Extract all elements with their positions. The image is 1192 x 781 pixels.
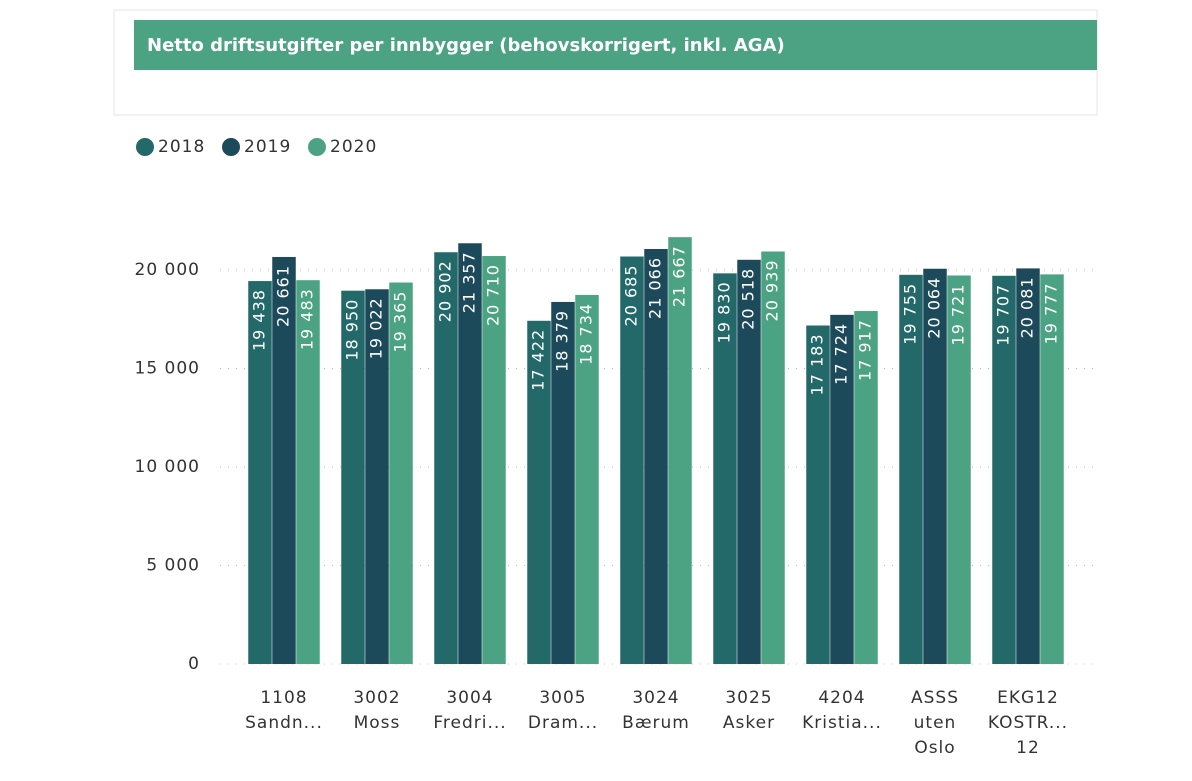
y-tick-label: 15 000 [135,359,200,379]
bar [365,289,389,664]
x-tick-label: Moss [354,713,401,733]
data-label: 17 422 [529,329,548,391]
x-tick-label: uten [914,713,957,733]
x-tick-label: Sandn... [245,713,323,733]
legend-swatch [222,138,240,156]
data-label: 19 830 [715,281,734,343]
data-label: 19 777 [1042,282,1061,344]
data-label: 21 667 [670,245,689,307]
x-tick-label: EKG12 [997,688,1059,708]
legend-swatch [308,138,326,156]
bar [806,325,830,664]
bar [1040,274,1064,664]
bar [482,256,506,664]
chart-title: Netto driftsutgifter per innbygger (beho… [147,35,785,56]
title-bar [134,20,1097,70]
bar [761,251,785,664]
data-label: 19 365 [391,291,410,353]
x-tick-label: KOSTR... [988,713,1068,733]
x-tick-label: Dram... [528,713,598,733]
bar [272,256,296,664]
bar [434,252,458,665]
data-label: 17 724 [832,323,851,385]
data-label: 18 950 [343,299,362,361]
bar [1016,268,1040,664]
bar [551,301,575,664]
x-tick-label: Oslo [914,738,955,758]
legend-swatch [136,138,154,156]
bar [668,237,692,664]
x-tick-label: Kristia... [802,713,882,733]
data-label: 21 066 [646,257,665,319]
x-tick-label: 12 [1016,738,1040,758]
x-tick-label: Bærum [622,713,690,733]
x-tick-label: Asker [723,713,775,733]
data-label: 18 379 [553,310,572,372]
data-label: 17 917 [856,319,875,381]
data-label: 20 902 [436,260,455,322]
y-tick-label: 20 000 [135,260,200,280]
bar [575,294,599,664]
x-tick-label: 4204 [818,688,865,708]
legend-label: 2018 [158,137,205,157]
x-tick-label: 3002 [353,688,400,708]
bar [947,275,971,664]
data-label: 20 710 [484,264,503,326]
x-tick-label: 1108 [260,688,307,708]
data-label: 18 734 [577,303,596,365]
bar [644,248,668,664]
bar [458,243,482,665]
bar [830,314,854,664]
y-tick-label: 10 000 [135,457,200,477]
data-label: 20 081 [1018,276,1037,338]
bar [854,311,878,664]
legend-label: 2020 [330,137,377,157]
data-label: 19 438 [250,289,269,351]
x-tick-label: ASSS [911,688,959,708]
data-label: 19 755 [901,283,920,345]
data-label: 20 939 [763,260,782,322]
data-label: 20 518 [739,268,758,330]
bar [992,275,1016,664]
bar [296,280,320,664]
bar [737,259,761,664]
bar [899,274,923,664]
data-label: 19 707 [994,284,1013,346]
bar [620,256,644,664]
data-label: 19 721 [949,283,968,345]
bar [389,282,413,664]
legend-label: 2019 [244,137,291,157]
data-label: 19 483 [298,288,317,350]
bar [923,268,947,664]
data-label: 20 661 [274,265,293,327]
data-label: 20 685 [622,265,641,327]
y-tick-label: 5 000 [146,556,200,576]
x-tick-label: Fredri... [433,713,506,733]
data-label: 19 022 [367,297,386,359]
bar [248,281,272,664]
x-tick-label: 3025 [725,688,772,708]
x-tick-label: 3004 [446,688,493,708]
data-label: 20 064 [925,277,944,339]
bar [341,290,365,664]
data-label: 17 183 [808,333,827,395]
bar [527,320,551,664]
data-label: 21 357 [460,251,479,313]
bar [713,273,737,664]
x-tick-label: 3005 [539,688,586,708]
x-tick-label: 3024 [632,688,679,708]
y-tick-label: 0 [188,654,200,674]
